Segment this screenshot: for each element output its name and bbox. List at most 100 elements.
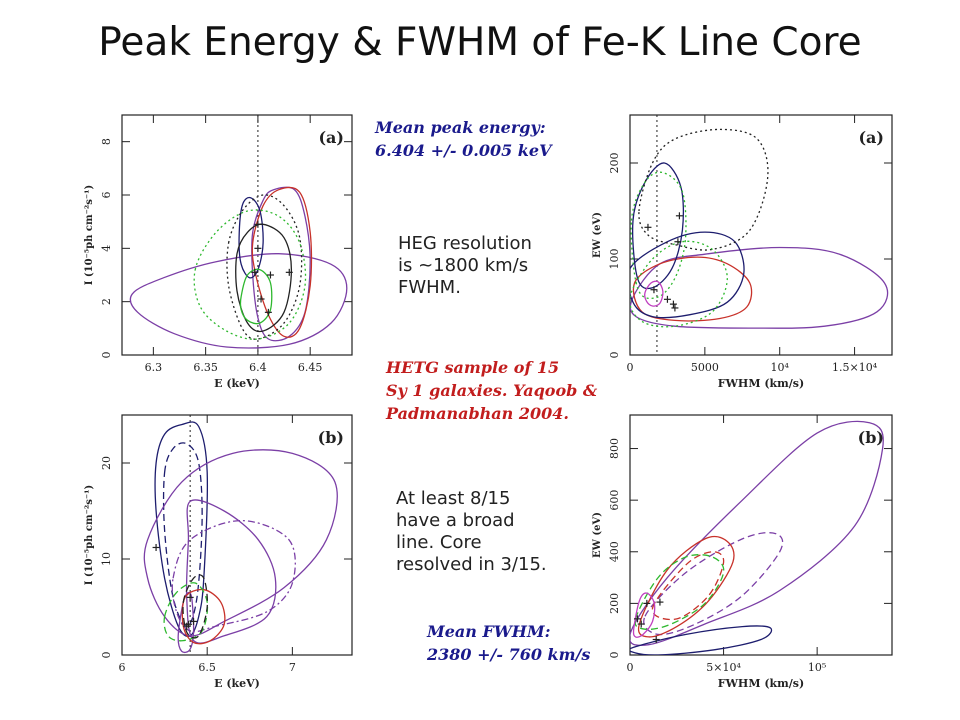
top-right-marker-2 [644,223,652,231]
bottom-right-contour-2 [637,535,735,638]
bottom-left-xtick-label-1: 6.5 [198,661,216,674]
bottom-right-contour-3 [651,551,725,621]
top-right-xtick-label-1: 5000 [691,361,719,374]
top-left-ytick-label-0: 0 [100,352,113,359]
top-right-contours [630,128,889,329]
bottom-left-contour-6 [181,588,226,645]
top-right-marker-1 [674,238,682,246]
chart-bottom-right: 0 5×10⁴ 10⁵ 0 200 400 600 800 FWHM (km/s) EW (eV)… [582,405,900,705]
bottom-right-xtick-label-0: 0 [627,661,634,674]
top-right-ytick-label-0: 0 [608,352,621,359]
top-left-marker-0 [254,220,262,228]
top-right-contour-6 [630,240,728,328]
top-right-contour-0 [630,246,889,329]
top-right-ytick-label-1: 100 [608,249,621,270]
top-left-y-axis-label: I (10⁻⁵ph cm⁻²s⁻¹) [84,185,95,286]
top-left-marker-2 [251,268,259,276]
bottom-left-contour-2 [143,449,338,637]
heg-note: HEG resolution is ~1800 km/s FWHM. [398,233,532,299]
top-right-ytick-label-2: 200 [608,153,621,174]
mean-peak-line-2: 6.404 +/- 0.005 keV [375,141,552,160]
bottom-right-ytick-label-1: 200 [608,593,621,614]
bottom-right-contour-6 [632,592,656,638]
hetg-note: HETG sample of 15 Sy 1 galaxies. Yaqoob … [386,356,597,425]
mean-peak-note: Mean peak energy: 6.404 +/- 0.005 keV [375,116,551,162]
top-right-marker-0 [675,212,683,220]
top-left-marker-3 [266,271,274,279]
bottom-right-xtick-label-2: 10⁵ [808,661,826,674]
top-right-contour-7 [644,280,664,307]
top-right-xtick-label-0: 0 [627,361,634,374]
broad-line-2: have a broad [396,510,515,531]
bottom-left-ytick-label-1: 10 [100,552,113,566]
broad-line-note: At least 8/15 have a broad line. Core re… [396,488,547,576]
top-left-contours [129,186,348,349]
top-right-marker-5 [669,300,677,308]
bottom-left-ytick-label-2: 20 [100,456,113,470]
bottom-right-contour-5 [630,625,773,655]
bottom-right-marker-3 [637,620,645,628]
top-left-contour-2 [251,186,313,338]
top-left-xtick-label-0: 6.3 [145,361,163,374]
bottom-left-marker-0 [152,543,160,551]
top-right-contour-2 [630,231,745,319]
bottom-right-ytick-label-2: 400 [608,541,621,562]
top-left-x-axis-label: E (keV) [214,377,260,390]
chart-top-left-svg: 6.3 6.35 6.4 6.45 0 2 4 6 8 E (keV) I (10⁻⁵ph cm⁻²… [84,114,353,390]
bottom-right-marker-4 [652,636,660,644]
bottom-left-marker-4 [183,622,191,630]
bottom-left-contour-5 [185,499,277,644]
top-left-ytick-label-2: 4 [100,245,113,252]
bottom-left-contour-4 [171,519,296,633]
top-left-marker-4 [285,268,293,276]
mean-fwhm-note: Mean FWHM: 2380 +/- 760 km/s [427,620,590,666]
bottom-right-plot-frame [629,414,893,656]
bottom-left-xtick-label-2: 7 [289,661,296,674]
top-right-xtick-label-3: 1.5×10⁴ [832,361,878,374]
bottom-left-marker-3 [190,617,198,625]
top-left-contour-7 [239,268,273,325]
bottom-left-contours [143,421,338,654]
broad-line-1: At least 8/15 [396,488,511,509]
bottom-left-contour-8 [182,574,209,639]
top-right-plot-frame [629,114,893,356]
bottom-left-contour-0 [154,421,208,637]
top-left-xtick-label-1: 6.35 [193,361,218,374]
bottom-left-contour-7 [163,582,209,642]
chart-bottom-left-svg: 6 6.5 7 0 10 20 E (keV) I (10⁻⁵ph cm⁻²s⁻¹) (b) [84,414,353,690]
top-left-plot-frame [121,114,353,356]
bottom-right-xtick-label-1: 5×10⁴ [706,661,741,674]
bottom-right-marker-2 [633,615,641,623]
mean-peak-line-1: Mean peak energy: [375,118,546,137]
bottom-right-y-axis-label: EW (eV) [592,512,603,558]
top-left-contour-3 [238,196,264,279]
bottom-left-xtick-label-0: 6 [119,661,126,674]
bottom-right-x-axis-label: FWHM (km/s) [718,677,804,690]
bottom-right-marker-0 [643,599,651,607]
top-left-marker-5 [257,295,265,303]
page-title: Peak Energy & FWHM of Fe-K Line Core [98,20,862,65]
bottom-left-marker-1 [186,593,194,601]
bottom-right-panel-label: (b) [858,428,884,447]
bottom-left-plot-frame [121,414,353,656]
broad-line-4: resolved in 3/15. [396,554,547,575]
top-right-marker-4 [663,295,671,303]
hetg-line-3: Padmanabhan 2004. [386,404,569,423]
mean-fwhm-line-1: Mean FWHM: [427,622,551,641]
top-right-x-axis-label: FWHM (km/s) [718,377,804,390]
top-left-marker-1 [254,244,262,252]
bottom-left-panel-label: (b) [318,428,344,447]
top-left-xtick-label-3: 6.45 [298,361,323,374]
top-left-contour-0 [129,253,348,349]
top-left-contour-1 [251,186,311,342]
top-left-ytick-label-1: 2 [100,298,113,305]
top-right-marker-6 [671,304,679,312]
bottom-right-ytick-label-4: 800 [608,438,621,459]
chart-bottom-right-svg: 0 5×10⁴ 10⁵ 0 200 400 600 800 FWHM (km/s) EW (eV)… [592,414,893,690]
top-right-contour-1 [632,256,753,322]
top-left-marker-6 [264,308,272,316]
bottom-right-contour-4 [634,554,725,631]
top-left-ytick-label-3: 6 [100,192,113,199]
top-left-ytick-label-4: 8 [100,138,113,145]
chart-top-left: 6.3 6.35 6.4 6.45 0 2 4 6 8 E (keV) I (10⁻⁵ph cm⁻²… [62,105,362,405]
